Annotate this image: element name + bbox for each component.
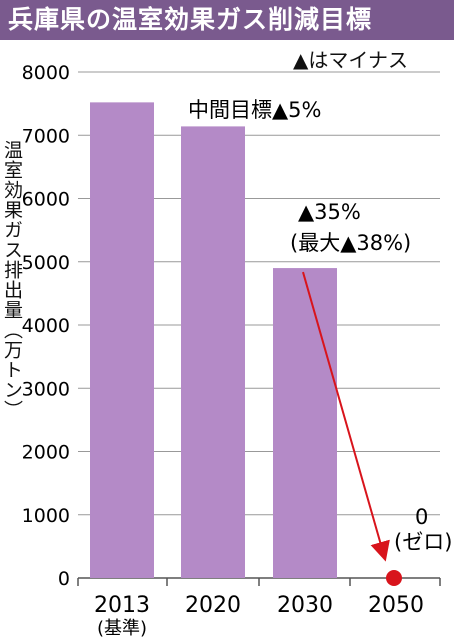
x-category-sublabel: (基準) bbox=[97, 618, 147, 639]
zero-point bbox=[386, 570, 402, 586]
chart-title: 兵庫県の温室効果ガス削減目標 bbox=[0, 0, 454, 40]
bars bbox=[90, 102, 337, 579]
annotation-2030-max: (最大▲38%) bbox=[290, 231, 411, 255]
y-tick-label: 4000 bbox=[22, 315, 70, 337]
x-category-label: 2030 bbox=[277, 593, 333, 618]
bar-2013 bbox=[90, 102, 154, 579]
x-category-label: 2050 bbox=[368, 593, 424, 618]
y-tick-labels: 0 1000 2000 3000 4000 5000 6000 7000 8000 bbox=[22, 62, 70, 590]
reduction-arrow bbox=[302, 271, 390, 562]
minus-note: ▲はマイナス bbox=[293, 48, 408, 72]
y-tick-label: 1000 bbox=[22, 505, 70, 527]
annotation-2030-target: ▲35% bbox=[298, 200, 361, 224]
y-tick-label: 8000 bbox=[22, 62, 70, 84]
y-tick-label: 3000 bbox=[22, 378, 70, 400]
annotations: 中間目標▲5% ▲35% (最大▲38%) 0 (ゼロ) bbox=[188, 98, 452, 586]
y-tick-label: 5000 bbox=[22, 252, 70, 274]
x-category-label: 2013 bbox=[94, 593, 150, 618]
y-tick-label: 0 bbox=[58, 568, 70, 590]
y-tick-label: 2000 bbox=[22, 442, 70, 464]
bar-2020 bbox=[181, 126, 245, 579]
x-category-labels: 2013(基準) 2020 2030 2050 bbox=[94, 593, 424, 639]
y-tick-label: 6000 bbox=[22, 189, 70, 211]
annotation-zero: 0 bbox=[415, 505, 428, 529]
bar-2030 bbox=[273, 268, 337, 578]
y-axis-label: 温室効果ガス排出量（万トン） bbox=[1, 140, 23, 420]
x-category-label: 2020 bbox=[185, 593, 241, 618]
annotation-mid-target: 中間目標▲5% bbox=[188, 98, 321, 122]
annotation-zero-sub: (ゼロ) bbox=[394, 530, 452, 554]
y-tick-label: 7000 bbox=[22, 125, 70, 147]
